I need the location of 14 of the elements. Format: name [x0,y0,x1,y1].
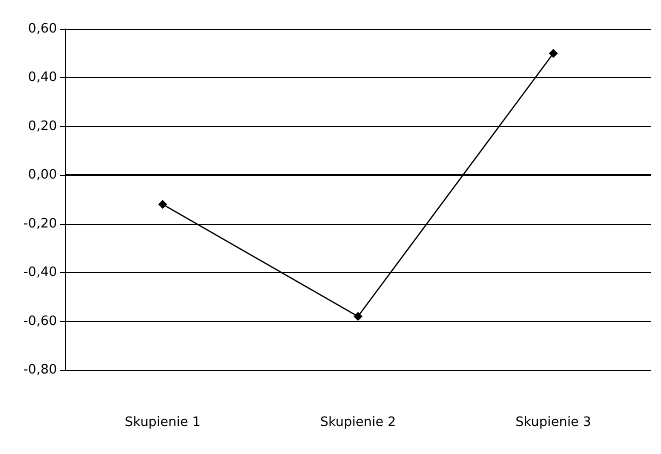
x-tick-label: Skupienie 1 [124,415,201,430]
y-tick-label: -0,60 [23,314,57,329]
y-tick-label: 0,60 [28,22,57,36]
point [158,200,168,209]
y-tick-label: 0,00 [28,168,57,183]
x-tick-label: Skupienie 3 [515,415,592,430]
y-tick-label: -0,80 [23,362,57,378]
x-tick-label: Skupienie 2 [320,415,396,430]
y-tick-label: -0,40 [23,265,57,280]
point [354,312,362,321]
y-tick-label: -0,20 [23,216,57,232]
y-tick-label: 0,40 [28,70,57,86]
y-tick-label: 0,20 [28,118,57,134]
point [548,48,558,58]
